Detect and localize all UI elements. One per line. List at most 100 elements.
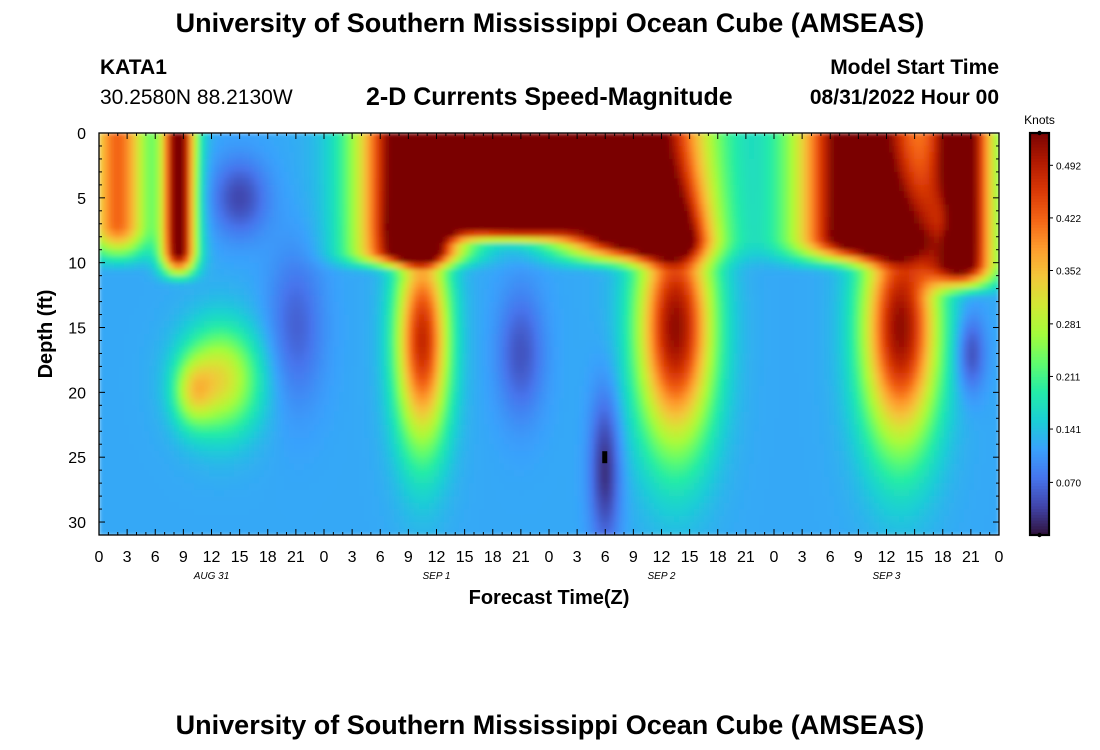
- heatmap-cell: [309, 223, 315, 231]
- heatmap-cell: [124, 145, 130, 154]
- heatmap-cell: [299, 522, 305, 530]
- heatmap-cell: [229, 444, 235, 452]
- heatmap-cell: [129, 509, 135, 517]
- heatmap-cell: [439, 470, 445, 478]
- heatmap-cell: [259, 243, 265, 251]
- heatmap-cell: [374, 457, 380, 465]
- heatmap-cell: [339, 405, 345, 413]
- heatmap-cell: [219, 282, 225, 290]
- heatmap-cell: [334, 308, 340, 316]
- heatmap-cell: [129, 288, 135, 296]
- heatmap-cell: [409, 178, 415, 186]
- heatmap-cell: [279, 308, 285, 316]
- heatmap-cell: [139, 152, 145, 160]
- heatmap-cell: [424, 470, 430, 478]
- heatmap-cell: [314, 256, 320, 264]
- heatmap-cell: [209, 184, 215, 192]
- heatmap-cell: [339, 457, 345, 465]
- heatmap-cell: [424, 171, 430, 179]
- heatmap-cell: [334, 405, 340, 413]
- heatmap-cell: [134, 411, 140, 419]
- heatmap-cell: [119, 269, 125, 277]
- heatmap-cell: [304, 476, 310, 484]
- heatmap-cell: [449, 457, 455, 465]
- heatmap-cell: [234, 366, 240, 374]
- heatmap-cell: [184, 262, 190, 270]
- heatmap-cell: [234, 392, 240, 400]
- heatmap-cell: [499, 314, 505, 322]
- heatmap-cell: [404, 275, 410, 283]
- heatmap-cell: [169, 314, 175, 322]
- heatmap-cell: [344, 327, 350, 335]
- heatmap-cell: [99, 301, 105, 309]
- heatmap-cell: [484, 178, 490, 186]
- heatmap-cell: [464, 204, 470, 212]
- heatmap-cell: [374, 431, 380, 439]
- heatmap-cell: [224, 496, 230, 504]
- heatmap-cell: [409, 405, 415, 413]
- heatmap-cell: [194, 359, 200, 368]
- heatmap-cell: [204, 217, 210, 225]
- heatmap-cell: [384, 178, 390, 186]
- heatmap-cell: [379, 366, 385, 374]
- heatmap-cell: [414, 528, 420, 535]
- heatmap-cell: [374, 385, 380, 393]
- heatmap-cell: [244, 249, 250, 257]
- heatmap-cell: [339, 145, 345, 154]
- heatmap-cell: [379, 158, 385, 167]
- heatmap-cell: [444, 509, 450, 517]
- heatmap-cell: [254, 243, 260, 251]
- heatmap-cell: [219, 470, 225, 478]
- heatmap-cell: [209, 398, 215, 406]
- heatmap-cell: [129, 483, 135, 491]
- heatmap-cell: [179, 178, 185, 186]
- heatmap-cell: [349, 496, 355, 504]
- heatmap-cell: [394, 424, 400, 432]
- heatmap-cell: [304, 191, 310, 199]
- heatmap-cell: [219, 444, 225, 452]
- heatmap-cell: [309, 450, 315, 458]
- heatmap-cell: [379, 295, 385, 303]
- heatmap-cell: [464, 359, 470, 368]
- heatmap-cell: [454, 236, 460, 244]
- heatmap-cell: [189, 444, 195, 452]
- heatmap-cell: [124, 275, 130, 283]
- heatmap-cell: [379, 528, 385, 535]
- heatmap-cell: [209, 424, 215, 432]
- heatmap-cell: [464, 210, 470, 218]
- heatmap-cell: [229, 437, 235, 445]
- heatmap-cell: [244, 346, 250, 355]
- heatmap-cell: [314, 418, 320, 426]
- heatmap-cell: [139, 385, 145, 393]
- heatmap-cell: [184, 528, 190, 535]
- heatmap-cell: [124, 165, 130, 173]
- heatmap-cell: [159, 418, 165, 426]
- heatmap-cell: [379, 515, 385, 523]
- heatmap-cell: [319, 450, 325, 458]
- heatmap-cell: [184, 236, 190, 244]
- heatmap-cell: [319, 178, 325, 186]
- heatmap-cell: [304, 346, 310, 355]
- heatmap-cell: [434, 483, 440, 491]
- heatmap-cell: [324, 353, 330, 361]
- heatmap-cell: [344, 184, 350, 192]
- heatmap-cell: [319, 346, 325, 355]
- heatmap-cell: [354, 262, 360, 270]
- heatmap-cell: [194, 314, 200, 322]
- heatmap-cell: [299, 509, 305, 517]
- heatmap-cell: [109, 379, 115, 387]
- heatmap-cell: [489, 372, 495, 380]
- heatmap-cell: [179, 463, 185, 471]
- heatmap-cell: [104, 522, 110, 530]
- heatmap-cell: [334, 353, 340, 361]
- heatmap-cell: [104, 295, 110, 303]
- heatmap-cell: [354, 282, 360, 290]
- heatmap-cell: [389, 411, 395, 419]
- heatmap-cell: [189, 184, 195, 192]
- heatmap-cell: [239, 502, 245, 510]
- heatmap-cell: [279, 262, 285, 270]
- heatmap-cell: [419, 515, 425, 523]
- heatmap-cell: [144, 321, 150, 329]
- heatmap-cell: [329, 353, 335, 361]
- heatmap-cell: [349, 314, 355, 322]
